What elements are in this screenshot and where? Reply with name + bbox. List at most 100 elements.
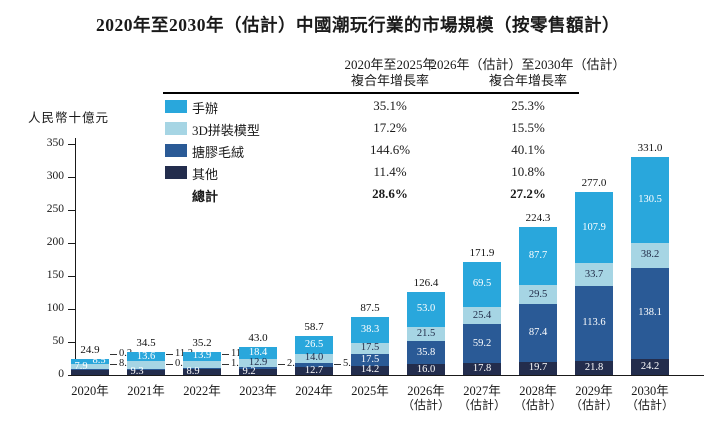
year-label: 2021年	[127, 384, 165, 398]
segment-value-label: 26.5	[304, 339, 324, 350]
y-tick-label: 350	[46, 137, 64, 149]
legend-swatch-1	[165, 100, 187, 113]
y-tick-label: 50	[52, 335, 65, 347]
bar-segment-其他	[351, 365, 389, 375]
segment-value-label: 29.5	[528, 288, 548, 300]
y-tick-mark	[68, 210, 75, 211]
cagr-col1-header-line1: 2020年至2025年	[344, 57, 436, 72]
y-tick-label: 0	[58, 368, 64, 380]
segment-value-label: 38.2	[640, 249, 660, 261]
legend-label: 手辦	[192, 101, 219, 116]
bar-segment-其他	[127, 368, 165, 375]
table-total-row: 總計 28.6% 27.2%	[0, 184, 716, 206]
x-axis-category-label: 2029年 （估計）	[554, 384, 634, 412]
bar-total-label: 224.3	[525, 211, 551, 224]
segment-value-label: 8.9	[186, 366, 200, 378]
x-axis-line	[75, 375, 704, 376]
bar-segment-3D拼裝模型	[295, 353, 333, 363]
segment-value-label: 8.5	[92, 355, 106, 367]
label-leader-line	[278, 364, 285, 365]
segment-value-label: 59.2	[472, 337, 492, 349]
segment-value-label: 17.5	[360, 342, 380, 354]
chart-title: 2020年至2030年（估計）中國潮玩行業的市場規模（按零售額計）	[96, 15, 620, 35]
bar-segment-搪膠毛絨	[519, 304, 557, 362]
segment-value-label: 9.3	[130, 365, 144, 377]
label-leader-line	[166, 364, 173, 365]
legend-label: 搪膠毛絨	[192, 145, 245, 160]
segment-value-label: 138.1	[638, 307, 662, 319]
legend-label: 其他	[192, 167, 219, 182]
bar-total-label: 277.0	[581, 177, 607, 190]
label-leader-line	[110, 354, 117, 355]
bar-segment-3D拼裝模型	[575, 263, 613, 286]
legend-row: 其他 11.4% 10.8%	[0, 162, 716, 184]
bar-segment-手辦	[519, 226, 557, 285]
year-label: 2022年	[183, 384, 221, 398]
bar-segment-3D拼裝模型	[183, 360, 221, 369]
bar-segment-手辦	[127, 352, 165, 362]
cagr-col2-header-line2: 複合年增長率	[488, 73, 567, 88]
bar-segment-其他	[463, 363, 501, 375]
x-axis-category-label: 2025年	[330, 384, 410, 398]
bar-segment-手辦	[71, 358, 109, 365]
cagr2-value: 15.5%	[511, 120, 545, 135]
x-axis-category-label: 2022年	[162, 384, 242, 398]
total-row-label: 總計	[192, 189, 219, 204]
segment-value-label: 16.0	[416, 363, 436, 375]
x-axis-category-label: 2026年 （估計）	[386, 384, 466, 412]
segment-value-label: 113.6	[582, 317, 606, 329]
cagr1-value: 35.1%	[373, 98, 407, 113]
segment-value-label: 87.4	[528, 327, 548, 339]
year-label: 2027年	[463, 384, 501, 398]
y-tick-mark	[68, 243, 75, 244]
segment-value-label: 69.5	[472, 278, 492, 290]
bar-segment-手辦	[575, 192, 613, 264]
legend-row: 3D拼裝模型 17.2% 15.5%	[0, 118, 716, 140]
segment-value-label: 14.0	[304, 352, 324, 364]
bar-total-label: 24.9	[80, 343, 100, 356]
y-tick-mark	[68, 342, 75, 343]
y-tick-label: 250	[46, 203, 64, 215]
segment-value-label: 24.2	[640, 361, 660, 372]
cagr-col2-header-line1: 2026年（估計）至2030年（估計）	[430, 57, 626, 72]
segment-value-label: 7.9	[74, 360, 88, 372]
cagr2-value: 25.3%	[511, 98, 545, 113]
segment-value-label: 53.0	[416, 303, 436, 315]
bar-segment-手辦	[351, 317, 389, 343]
segment-value-label: 17.8	[472, 363, 492, 375]
bar-total-label: 331.0	[637, 141, 663, 154]
legend-row: 手辦 35.1% 25.3%	[0, 96, 716, 118]
bar-total-label: 171.9	[469, 246, 495, 259]
year-estimate-label: （估計）	[513, 398, 562, 412]
bar-segment-3D拼裝模型	[631, 242, 669, 268]
cagr-col1-header-line2: 複合年增長率	[350, 73, 429, 88]
bar-segment-3D拼裝模型	[127, 361, 165, 369]
bar-segment-手辦	[407, 291, 445, 327]
x-axis-category-label: 2020年	[50, 384, 130, 398]
bar-total-label: 34.5	[136, 337, 156, 350]
y-axis-unit-label: 人民幣十億元	[28, 111, 110, 125]
bar-segment-手辦	[183, 351, 221, 361]
bar-segment-搪膠毛絨	[463, 324, 501, 364]
segment-value-label: 38.3	[360, 323, 380, 335]
y-tick-label: 150	[46, 269, 64, 281]
segment-value-label: 87.7	[528, 249, 548, 261]
total-row-cagr1: 28.6%	[372, 186, 408, 201]
bar-segment-3D拼裝模型	[407, 326, 445, 341]
bar-segment-其他	[239, 368, 277, 375]
segment-value-label: 13.6	[136, 350, 156, 362]
cagr1-value: 144.6%	[369, 142, 411, 157]
bar-total-label: 35.2	[192, 336, 212, 349]
segment-value-label: 21.5	[416, 327, 436, 339]
segment-value-label: 14.2	[360, 364, 380, 376]
segment-value-label: 9.2	[242, 365, 256, 377]
segment-value-label: 25.4	[472, 309, 492, 321]
bar-segment-手辦	[463, 261, 501, 308]
cagr1-value: 17.2%	[373, 120, 407, 135]
label-leader-line	[334, 364, 341, 365]
bar-segment-手辦	[295, 336, 333, 354]
year-estimate-label: （估計）	[401, 398, 450, 412]
segment-value-label: 12.9	[248, 357, 268, 369]
x-axis-category-label: 2030年 （估計）	[610, 384, 690, 412]
